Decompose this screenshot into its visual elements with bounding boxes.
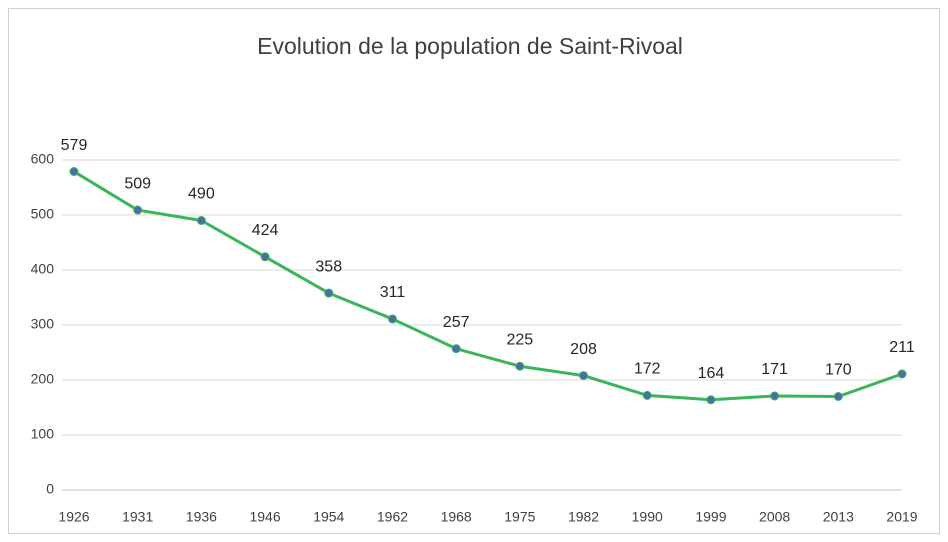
- marker: [770, 391, 780, 401]
- data-label: 211: [889, 339, 915, 356]
- data-label: 208: [570, 341, 597, 358]
- data-label: 358: [315, 258, 342, 275]
- data-label: 172: [634, 361, 661, 378]
- marker: [196, 216, 206, 225]
- x-tick-label: 1999: [695, 509, 726, 525]
- x-tick-label: 1931: [122, 509, 153, 525]
- y-tick-label: 400: [31, 261, 55, 277]
- x-tick-label: 2019: [886, 509, 917, 525]
- marker: [451, 344, 461, 354]
- data-label: 171: [761, 361, 788, 378]
- chart-border: [8, 8, 940, 534]
- x-tick-label: 1946: [249, 509, 280, 525]
- marker: [324, 288, 334, 298]
- y-tick-label: 100: [31, 426, 55, 442]
- y-tick-label: 300: [31, 316, 55, 332]
- marker: [69, 167, 79, 177]
- marker: [897, 369, 907, 379]
- x-tick-label: 2013: [823, 509, 854, 525]
- marker: [133, 205, 143, 215]
- x-tick-label: 1962: [377, 509, 408, 525]
- x-tick-label: 1954: [313, 509, 344, 525]
- x-tick-label: 2008: [759, 509, 790, 525]
- line: [73, 170, 903, 402]
- marker: [833, 392, 843, 401]
- marker: [387, 314, 397, 324]
- x-tick-label: 1926: [58, 509, 89, 525]
- x-tick-label: 1990: [632, 509, 663, 525]
- x-tick-label: 1968: [441, 509, 472, 525]
- y-tick-label: 600: [31, 151, 55, 167]
- data-label: 170: [825, 362, 852, 379]
- marker: [260, 252, 270, 262]
- x-tick-label: 1982: [568, 509, 599, 525]
- data-label: 424: [252, 222, 279, 239]
- x-tick-label: 1936: [186, 509, 217, 525]
- y-tick-label: 200: [31, 371, 55, 387]
- data-label: 164: [698, 365, 725, 382]
- data-label: 579: [61, 137, 88, 154]
- data-label: 509: [124, 175, 151, 192]
- marker: [515, 361, 525, 371]
- data-label: 490: [188, 186, 215, 203]
- marker: [706, 395, 716, 405]
- data-label: 311: [380, 284, 406, 301]
- marker: [642, 390, 652, 400]
- chart-title: Evolution de la population de Saint-Rivo…: [257, 33, 683, 59]
- marker: [579, 371, 589, 381]
- y-tick-label: 0: [46, 481, 54, 497]
- data-label: 257: [443, 314, 470, 331]
- y-tick-label: 500: [31, 206, 55, 222]
- x-tick-label: 1975: [504, 509, 535, 525]
- data-label: 225: [506, 331, 533, 348]
